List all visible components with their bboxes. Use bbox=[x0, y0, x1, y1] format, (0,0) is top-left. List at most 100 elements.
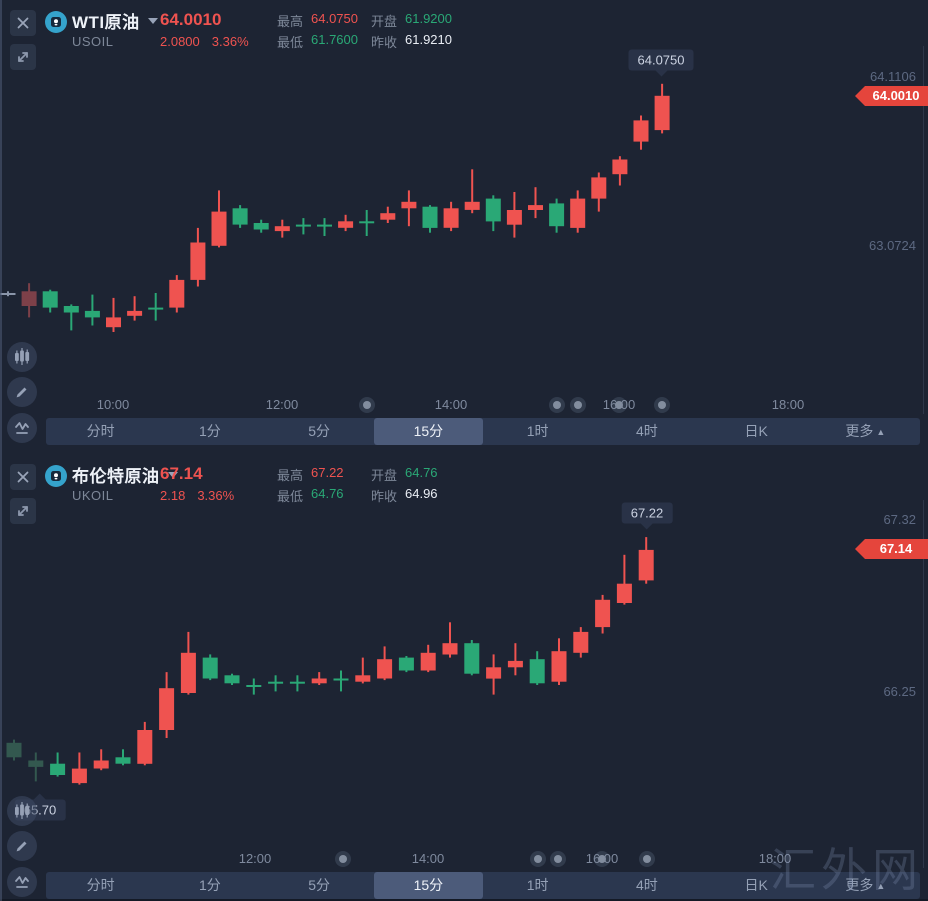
timeframe-label: 1时 bbox=[526, 423, 549, 439]
candle-body bbox=[42, 291, 58, 308]
chevron-down-icon bbox=[167, 471, 178, 478]
timeframe-button-5分[interactable]: 5分 bbox=[265, 418, 374, 445]
timeframe-button-1分[interactable]: 1分 bbox=[155, 872, 264, 899]
event-marker-dot[interactable] bbox=[550, 850, 566, 867]
candle-body bbox=[159, 688, 175, 730]
timeframe-button-日K[interactable]: 日K bbox=[702, 872, 811, 899]
timeframe-button-4时[interactable]: 4时 bbox=[592, 418, 701, 445]
instrument-selector[interactable]: WTI原油 bbox=[72, 8, 158, 33]
candle-body bbox=[638, 549, 654, 581]
price-axis-label: 67.32 bbox=[883, 512, 916, 527]
indicator-button[interactable] bbox=[7, 867, 37, 897]
price-change-row: 2.18 3.36% bbox=[160, 488, 234, 503]
timeframe-button-1时[interactable]: 1时 bbox=[483, 872, 592, 899]
timeframe-label: 日K bbox=[744, 423, 768, 439]
timeframe-button-15分[interactable]: 15分 bbox=[373, 872, 483, 899]
expand-button[interactable] bbox=[10, 44, 36, 70]
event-marker-dot[interactable] bbox=[570, 396, 586, 413]
time-axis-label: 14:00 bbox=[411, 851, 445, 866]
timeframe-button-5分[interactable]: 5分 bbox=[265, 872, 374, 899]
time-axis-label: 14:00 bbox=[434, 397, 468, 412]
stat-label-open: 开盘 bbox=[371, 14, 398, 29]
indicator-button[interactable] bbox=[7, 413, 37, 443]
candle-body bbox=[573, 631, 589, 653]
price-axis-label: 64.1106 bbox=[869, 69, 916, 84]
timeframe-button-日K[interactable]: 日K bbox=[702, 418, 811, 445]
stat-label-open: 开盘 bbox=[371, 468, 398, 483]
event-marker-dot[interactable] bbox=[594, 850, 610, 867]
candle-body bbox=[591, 177, 607, 199]
candle-body bbox=[355, 675, 371, 682]
candle-body bbox=[551, 651, 567, 682]
timeframe-label: 日K bbox=[744, 877, 768, 893]
timeframe-button-更多[interactable]: 更多 ▲ bbox=[811, 418, 920, 445]
timeframe-button-4时[interactable]: 4时 bbox=[592, 872, 701, 899]
price-axis-label: 66.25 bbox=[883, 684, 916, 699]
time-axis-label: 12:00 bbox=[265, 397, 299, 412]
draw-tool-button[interactable] bbox=[7, 831, 37, 861]
last-price-tag: 64.0010 bbox=[855, 86, 928, 106]
timeframe-label: 5分 bbox=[308, 423, 331, 439]
candle-body bbox=[464, 201, 480, 210]
wti-plot-area[interactable] bbox=[0, 0, 928, 418]
indicator-line-icon bbox=[15, 876, 29, 888]
chart-type-button[interactable] bbox=[7, 342, 37, 372]
brent-plot-area[interactable] bbox=[0, 454, 928, 872]
event-marker-dot[interactable] bbox=[611, 396, 627, 413]
last-price: 64.0010 bbox=[160, 10, 222, 29]
stat-value-open: 61.9200 bbox=[405, 11, 452, 26]
price-callout: 64.0750 bbox=[628, 49, 694, 71]
candle-body bbox=[93, 760, 109, 769]
price-change-row: 2.0800 3.36% bbox=[160, 34, 249, 49]
close-button[interactable] bbox=[10, 464, 36, 490]
candle-body bbox=[63, 306, 79, 313]
chart-panel-brent: 布伦特原油 UKOIL 67.14 2.18 3.36% 最高 67.22 最低… bbox=[0, 454, 928, 900]
event-marker-dot-core bbox=[534, 854, 542, 863]
event-marker-dot[interactable] bbox=[549, 396, 565, 413]
timeframe-button-分时[interactable]: 分时 bbox=[46, 418, 155, 445]
price-callout: 67.22 bbox=[621, 502, 673, 524]
candle-body bbox=[422, 206, 438, 228]
price-change-pct: 3.36% bbox=[211, 34, 249, 49]
candle-body bbox=[148, 307, 164, 310]
close-icon bbox=[17, 471, 29, 483]
draw-tool-button[interactable] bbox=[7, 377, 37, 407]
brent-timeframe-bar: 分时 1分 5分 15分 1时 4时 日K 更多 ▲ bbox=[46, 872, 920, 899]
price-change: 2.0800 bbox=[160, 34, 200, 49]
expand-button[interactable] bbox=[10, 498, 36, 524]
event-marker-dot[interactable] bbox=[359, 396, 375, 413]
time-axis-label: 18:00 bbox=[771, 397, 805, 412]
candlestick-icon bbox=[15, 802, 30, 819]
candle-body bbox=[507, 660, 523, 668]
timeframe-button-1时[interactable]: 1时 bbox=[483, 418, 592, 445]
candle-body bbox=[137, 730, 153, 764]
event-marker-dot[interactable] bbox=[639, 850, 655, 867]
candle-body bbox=[268, 681, 284, 684]
event-marker-dot-core bbox=[554, 854, 562, 863]
event-marker-dot[interactable] bbox=[335, 850, 351, 867]
candle-body bbox=[84, 310, 100, 318]
candle-body bbox=[169, 279, 185, 308]
instrument-selector[interactable]: 布伦特原油 bbox=[72, 462, 178, 487]
timeframe-button-分时[interactable]: 分时 bbox=[46, 872, 155, 899]
timeframe-button-更多[interactable]: 更多 ▲ bbox=[811, 872, 920, 899]
timeframe-label: 4时 bbox=[635, 423, 658, 439]
candle-body bbox=[633, 120, 649, 142]
chart-type-button[interactable] bbox=[7, 796, 37, 826]
candle-body bbox=[115, 757, 131, 764]
time-axis-label: 12:00 bbox=[238, 851, 272, 866]
stat-value-open: 64.76 bbox=[405, 465, 438, 480]
candle-body bbox=[202, 657, 218, 679]
candle-body bbox=[338, 221, 354, 228]
event-marker-dot[interactable] bbox=[654, 396, 670, 413]
timeframe-button-15分[interactable]: 15分 bbox=[373, 418, 483, 445]
candle-body bbox=[0, 293, 16, 295]
candle-body bbox=[21, 291, 37, 306]
chart-panel-wti: WTI原油 USOIL 64.0010 2.0800 3.36% 最高 64.0… bbox=[0, 0, 928, 446]
candle-body bbox=[311, 678, 327, 684]
close-button[interactable] bbox=[10, 10, 36, 36]
time-axis-label: 10:00 bbox=[96, 397, 130, 412]
candle-body bbox=[398, 657, 414, 671]
event-marker-dot[interactable] bbox=[530, 850, 546, 867]
timeframe-button-1分[interactable]: 1分 bbox=[155, 418, 264, 445]
